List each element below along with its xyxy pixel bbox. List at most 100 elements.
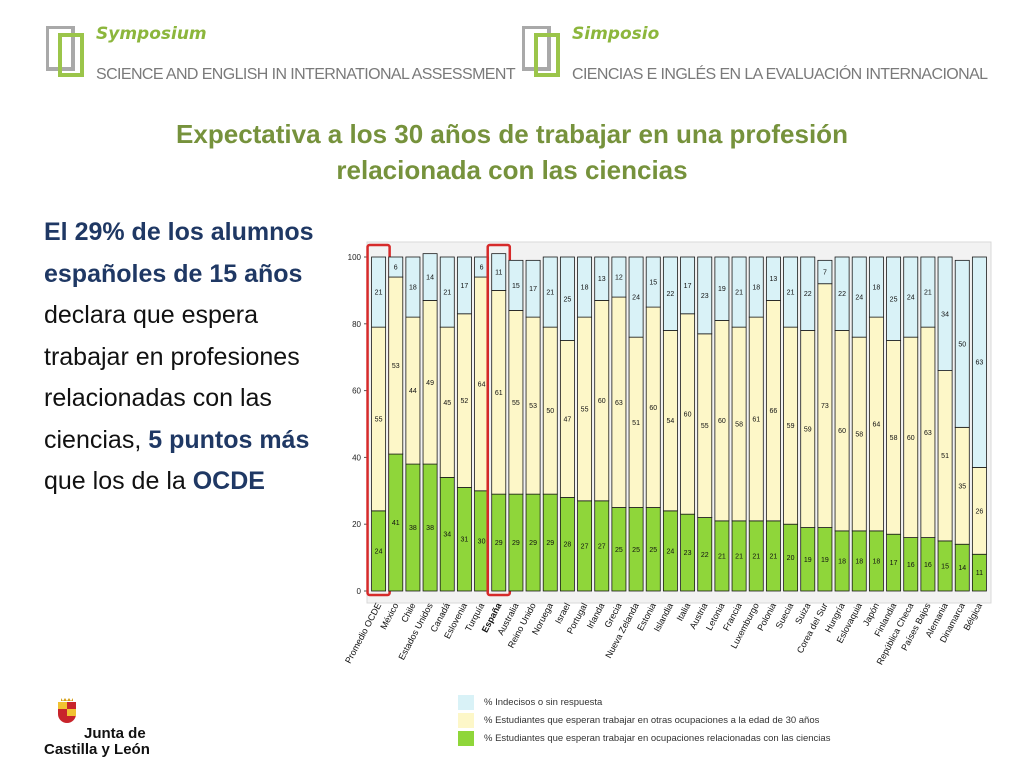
legend-label-other: % Estudiantes que esperan trabajar en ot…	[484, 715, 820, 726]
bar-label-other: 35	[958, 483, 966, 490]
bar-segment-undecided	[868, 256, 884, 318]
bar-label-other: 60	[907, 435, 915, 442]
bar-label-undecided: 18	[581, 285, 589, 292]
bar-label-undecided: 18	[409, 285, 417, 292]
bar-label-other: 64	[478, 381, 486, 388]
bar-label-undecided: 21	[375, 290, 383, 297]
bar-label-science: 31	[461, 537, 469, 544]
simposio-subtitle: CIENCIAS E INGLÉS EN LA EVALUACIÓN INTER…	[572, 66, 988, 83]
bar-segment-undecided	[577, 256, 593, 318]
bar-label-other: 66	[770, 408, 778, 415]
bar-label-science: 38	[409, 525, 417, 532]
bar-label-science: 27	[598, 543, 606, 550]
bar-segment-undecided	[491, 253, 507, 291]
bar-segment-undecided	[371, 256, 387, 328]
bar-label-undecided: 13	[770, 276, 778, 283]
bar-label-science: 25	[632, 547, 640, 554]
legend-label-science: % Estudiantes que esperan trabajar en oc…	[484, 733, 831, 744]
bar-label-other: 73	[821, 403, 829, 410]
legend-item-undecided: % Indecisos o sin respuesta	[458, 694, 830, 711]
bar-label-other: 59	[787, 423, 795, 430]
bar-label-science: 29	[495, 540, 503, 547]
paragraph-highlight-1: El 29% de los alumnos españoles de 15 añ…	[44, 218, 314, 288]
bar-label-other: 61	[752, 416, 760, 423]
bar-label-science: 24	[375, 548, 383, 555]
paragraph-highlight-3: OCDE	[192, 467, 265, 495]
bar-segment-undecided	[422, 253, 438, 301]
bar-label-science: 41	[392, 520, 400, 527]
y-tick-label: 40	[352, 453, 361, 462]
paragraph-text-2: que los de la	[44, 467, 193, 495]
bar-label-science: 18	[838, 558, 846, 565]
bar-label-science: 19	[821, 557, 829, 564]
symposium-logo-icon	[46, 26, 84, 77]
bar-label-undecided: 15	[512, 283, 520, 290]
bar-segment-undecided	[508, 259, 524, 311]
bar-label-science: 30	[478, 538, 486, 545]
bar-label-other: 61	[495, 390, 503, 397]
bar-label-science: 29	[512, 540, 520, 547]
bar-label-undecided: 19	[718, 286, 726, 293]
bar-label-science: 27	[581, 543, 589, 550]
x-tick-label: Nueva Zelanda	[603, 601, 640, 660]
bar-label-science: 16	[907, 562, 915, 569]
bar-label-other: 55	[701, 423, 709, 430]
bar-label-other: 53	[529, 403, 537, 410]
logo-line1: Junta de	[84, 725, 146, 742]
bar-segment-undecided	[628, 256, 644, 338]
chart-legend: % Indecisos o sin respuesta % Estudiante…	[458, 694, 830, 748]
bar-segment-undecided	[542, 256, 558, 328]
bar-segment-undecided	[456, 256, 472, 315]
bar-label-science: 11	[976, 570, 983, 577]
legend-swatch-other	[458, 713, 474, 728]
bar-segment-undecided	[851, 256, 867, 338]
bar-label-undecided: 18	[873, 285, 881, 292]
coat-of-arms-icon	[58, 698, 76, 723]
bar-label-undecided: 6	[480, 265, 484, 272]
bar-label-other: 44	[409, 388, 417, 395]
bar-label-science: 24	[667, 548, 675, 555]
bar-label-undecided: 23	[701, 293, 709, 300]
bar-segment-undecided	[405, 256, 421, 318]
y-tick-label: 100	[348, 253, 362, 262]
bar-segment-undecided	[559, 256, 575, 341]
bar-label-undecided: 17	[529, 286, 537, 293]
bar-label-undecided: 17	[461, 283, 469, 290]
bar-label-science: 25	[615, 547, 623, 554]
legend-item-science: % Estudiantes que esperan trabajar en oc…	[458, 730, 830, 747]
symposium-subtitle: SCIENCE AND ENGLISH IN INTERNATIONAL ASS…	[96, 66, 516, 83]
bar-label-other: 49	[426, 380, 434, 387]
bar-label-science: 15	[941, 563, 949, 570]
bar-segment-undecided	[662, 256, 678, 331]
summary-paragraph: El 29% de los alumnos españoles de 15 añ…	[44, 212, 334, 503]
bar-label-undecided: 63	[976, 360, 984, 367]
bar-label-other: 58	[890, 435, 898, 442]
bar-label-undecided: 24	[907, 295, 915, 302]
bar-segment-undecided	[645, 256, 661, 308]
bar-label-undecided: 25	[890, 296, 898, 303]
bar-label-undecided: 22	[667, 291, 675, 298]
header-symposium: Symposium SCIENCE AND ENGLISH IN INTERNA…	[46, 22, 516, 92]
bar-label-undecided: 6	[394, 265, 398, 272]
bar-label-undecided: 25	[564, 296, 572, 303]
bar-label-other: 45	[443, 400, 451, 407]
bar-label-undecided: 21	[735, 290, 743, 297]
bar-segment-undecided	[611, 256, 627, 298]
bar-segment-undecided	[920, 256, 936, 328]
slide-title: Expectativa a los 30 años de trabajar en…	[60, 116, 964, 188]
bar-label-other: 55	[375, 416, 383, 423]
bar-label-science: 22	[701, 552, 709, 559]
simposio-logo-icon	[522, 26, 560, 77]
bar-label-undecided: 11	[495, 270, 502, 277]
bar-label-other: 51	[941, 453, 949, 460]
bar-label-other: 59	[804, 427, 812, 434]
legend-label-undecided: % Indecisos o sin respuesta	[484, 697, 603, 708]
bar-label-undecided: 15	[649, 280, 657, 287]
bar-label-other: 63	[924, 430, 932, 437]
x-tick-label: Promedio OCDE	[343, 601, 383, 665]
bar-label-other: 55	[581, 406, 589, 413]
bar-label-science: 21	[770, 553, 778, 560]
bar-label-other: 55	[512, 400, 520, 407]
bar-segment-undecided	[817, 259, 833, 285]
bar-label-science: 38	[426, 525, 434, 532]
